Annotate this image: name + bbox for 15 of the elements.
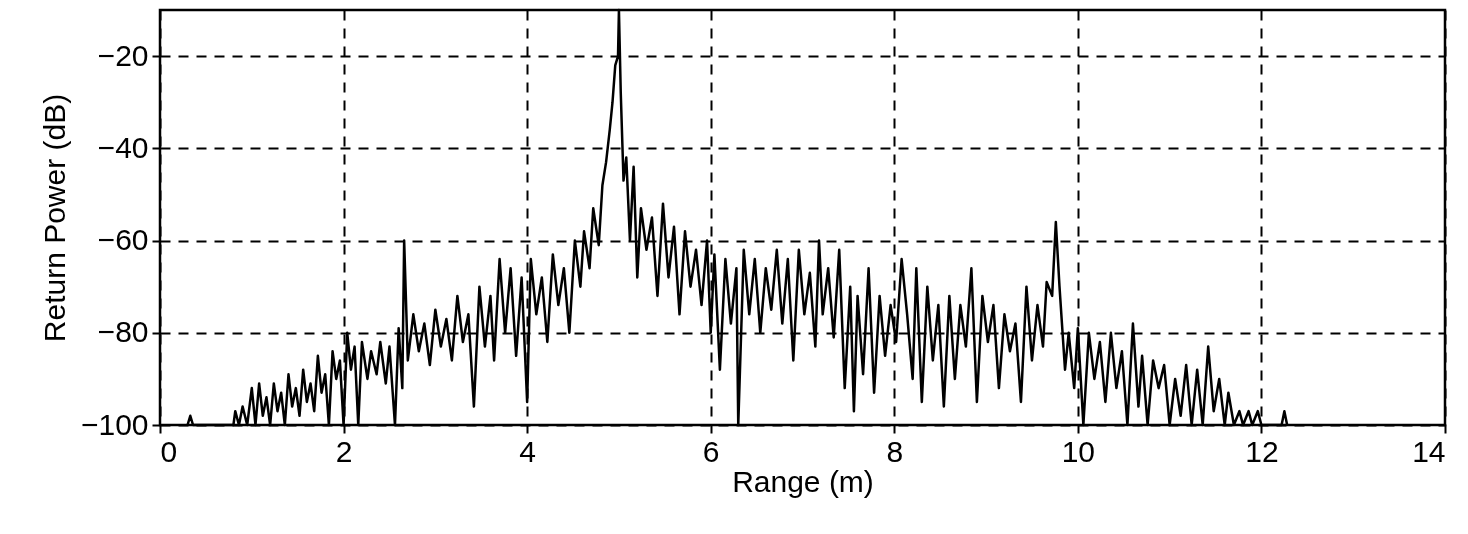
x-tick-label: 10 <box>1061 434 1096 468</box>
x-tick-label: 14 <box>1412 434 1446 468</box>
y-axis-title: Return Power (dB) <box>37 93 71 343</box>
y-tick-label: −40 <box>97 130 149 164</box>
y-tick-label: −100 <box>80 407 149 441</box>
x-tick-label: 0 <box>160 434 178 468</box>
x-tick-label: 2 <box>335 434 353 468</box>
x-tick-label: 12 <box>1245 434 1279 468</box>
x-axis-title: Range (m) <box>732 464 874 498</box>
y-tick-label: −60 <box>97 223 149 257</box>
y-tick-label: −20 <box>97 38 149 72</box>
x-tick-label: 6 <box>702 434 720 468</box>
x-tick-label: 4 <box>519 434 536 468</box>
y-tick-label: −80 <box>97 315 149 349</box>
x-tick-label: 8 <box>886 434 904 468</box>
